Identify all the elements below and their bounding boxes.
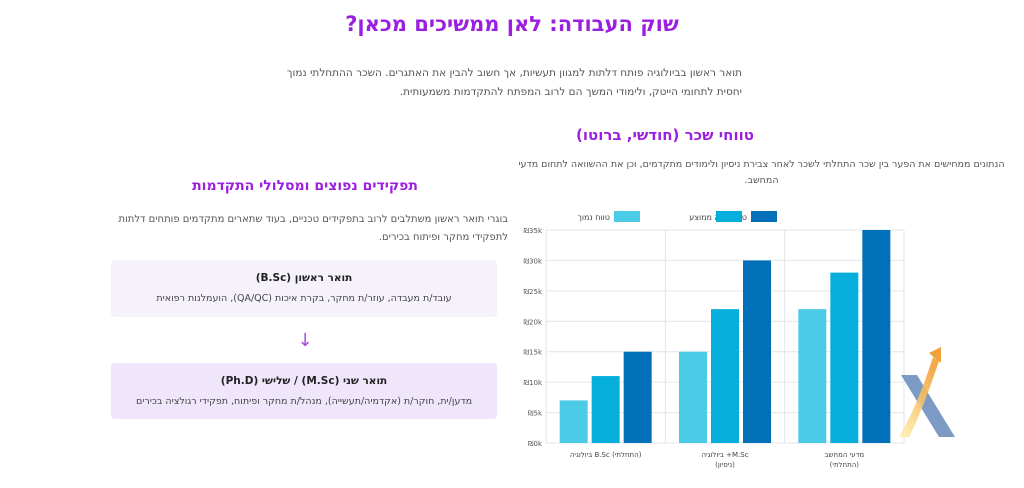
x-tick-label: (התחלתי) — [830, 461, 860, 469]
y-tick-label: ₪30k — [524, 257, 543, 265]
x-tick-label: ביולוגיה +M.Sc — [701, 451, 748, 459]
y-tick-label: ₪10k — [524, 379, 543, 387]
x-tick-label: ביולוגיה B.Sc (התחלתי) — [570, 451, 642, 459]
y-tick-label: ₪0k — [528, 440, 543, 448]
bachelor-card-title: תואר ראשון (B.Sc) — [255, 272, 353, 284]
salary-section-title: טווחי שכר (חודשי, ברוטו) — [576, 126, 754, 144]
roles-section-description: בוגרי תואר ראשון משתלבים לרוב בתפקידים ט… — [118, 214, 508, 243]
advanced-card-title: תואר שני (M.Sc) / שלישי (Ph.D) — [220, 375, 388, 387]
brand-logo-icon — [899, 347, 955, 437]
page-title: שוק העבודה: לאן ממשיכים מכאן? — [345, 12, 679, 36]
x-tick-label: מדעי המחשב — [825, 451, 865, 459]
bar — [711, 309, 739, 443]
down-arrow-icon: ↓ — [297, 330, 313, 351]
roles-section-title: תפקידים נפוצים ומסלולי התקדמות — [192, 178, 418, 194]
advanced-card-text: מדען/ית, חוקר/ת (אקדמיה/תעשייה), מנהל/ת … — [135, 396, 473, 407]
legend-label: ממוצע — [689, 213, 712, 222]
salary-section-description: הנתונים ממחישים את הפער בין שכר התחלתי ל… — [518, 159, 1005, 186]
y-tick-label: ₪5k — [528, 410, 543, 418]
legend-swatch — [614, 211, 640, 222]
bar — [623, 351, 652, 443]
bar — [679, 351, 707, 443]
bar — [798, 309, 827, 443]
y-tick-label: ₪25k — [524, 288, 543, 296]
legend-swatch — [751, 211, 777, 222]
y-tick-label: ₪15k — [524, 349, 543, 357]
advanced-degree-card: תואר שני (M.Sc) / שלישי (Ph.D) מדען/ית, … — [111, 363, 497, 419]
bar — [830, 272, 859, 443]
bar — [743, 260, 771, 443]
bar — [591, 376, 620, 443]
x-tick-label: (ניסיון) — [715, 461, 735, 469]
bar — [862, 230, 891, 443]
legend-label: טווח נמוך — [578, 213, 610, 222]
bachelor-degree-card: תואר ראשון (B.Sc) עובד/ת מעבדה, עוזר/ת מ… — [111, 260, 497, 317]
intro-text: תואר ראשון בביולוגיה פותח דלתות למגוון ת… — [286, 67, 742, 98]
salary-bar-chart: טווח גבוהממוצעטווח נמוך₪0k₪5k₪10k₪15k₪20… — [524, 211, 905, 469]
bar — [559, 400, 588, 443]
y-tick-label: ₪35k — [524, 227, 543, 235]
y-tick-label: ₪20k — [524, 318, 543, 326]
legend-swatch — [716, 211, 742, 222]
bachelor-card-text: עובד/ת מעבדה, עוזר/ת מחקר, בקרת איכות (Q… — [156, 293, 452, 304]
